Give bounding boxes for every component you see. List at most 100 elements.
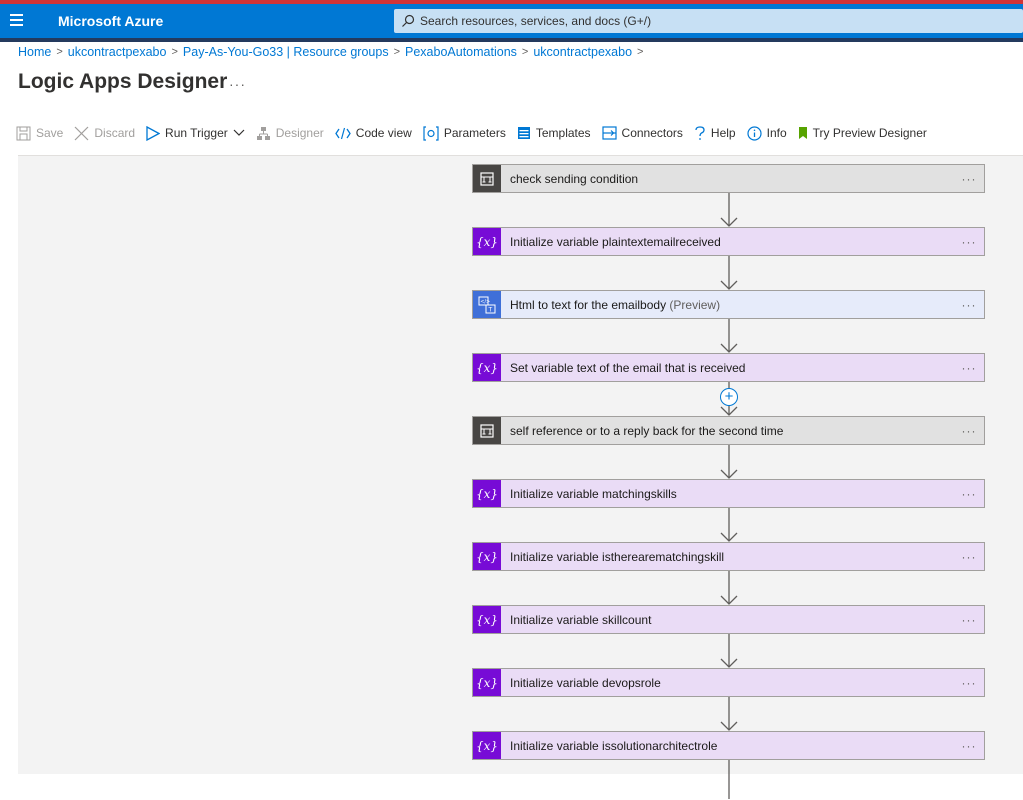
workflow-step[interactable]: {x} Initialize variable matchingskills ··· (472, 479, 985, 508)
step-label: check sending condition (510, 171, 639, 186)
connectors-icon (601, 126, 617, 140)
workflow-step[interactable]: </> T Html to text for the emailbody (Prev… (472, 290, 985, 319)
designer-label: Designer (275, 126, 324, 140)
step-label: Initialize variable skillcount (510, 612, 652, 627)
variable-icon: {x} (473, 543, 501, 570)
help-icon (695, 125, 705, 140)
step-label: self reference or to a reply back for th… (510, 423, 784, 438)
more-options-icon[interactable]: ··· (961, 297, 977, 312)
play-icon (146, 125, 161, 141)
hamburger-menu-icon[interactable] (10, 11, 30, 31)
info-button[interactable]: Info (747, 125, 787, 141)
chevron-down-icon (233, 129, 245, 136)
more-options-icon[interactable]: ··· (229, 76, 246, 92)
workflow-step[interactable]: self reference or to a reply back for th… (472, 416, 985, 445)
more-options-icon[interactable]: ··· (961, 486, 977, 501)
run-trigger-label: Run Trigger (165, 126, 228, 140)
svg-text:T: T (488, 306, 493, 313)
step-label: Initialize variable istherearematchingsk… (510, 549, 725, 564)
designer-toolbar: Save Discard Run Trigger Designer (16, 122, 938, 144)
more-options-icon[interactable]: ··· (961, 738, 977, 753)
designer-icon (256, 126, 270, 140)
search-input[interactable] (420, 12, 1000, 30)
more-options-icon[interactable]: ··· (961, 171, 977, 186)
code-icon (335, 127, 351, 139)
breadcrumb-logic-app[interactable]: ukcontractpexabo (533, 45, 633, 59)
help-button[interactable]: Help (694, 125, 736, 141)
templates-button[interactable]: Templates (517, 126, 591, 140)
preview-tag: (Preview) (666, 297, 721, 312)
breadcrumb-subscription-resource[interactable]: ukcontractpexabo (67, 45, 167, 59)
page-title: Logic Apps Designer (18, 70, 228, 93)
variable-icon: {x} (473, 606, 501, 633)
more-options-icon[interactable]: ··· (961, 675, 977, 690)
discard-label: Discard (94, 126, 136, 140)
variable-icon: {x} (473, 669, 501, 696)
info-icon (747, 125, 762, 141)
connector-arrow (728, 760, 730, 799)
svg-text:</>: </> (480, 299, 490, 305)
top-bar: Microsoft Azure (0, 0, 1023, 42)
search-icon (402, 14, 415, 27)
save-button[interactable]: Save (16, 126, 63, 141)
designer-button[interactable]: Designer (256, 126, 324, 141)
connector-arrow (720, 445, 738, 479)
close-icon (74, 126, 89, 140)
workflow-step[interactable]: {x} Initialize variable issolutionarchite… (472, 731, 985, 760)
condition-icon (473, 165, 501, 192)
breadcrumb-home[interactable]: Home (18, 45, 52, 59)
step-label: Initialize variable matchingskills (510, 486, 677, 501)
breadcrumb: Home > ukcontractpexabo > Pay-As-You-Go3… (18, 45, 648, 59)
more-options-icon[interactable]: ··· (961, 612, 977, 627)
bookmark-icon (798, 127, 807, 139)
designer-canvas[interactable]: check sending condition ··· {x} Initialize … (18, 155, 1023, 799)
connector-arrow (720, 634, 738, 668)
templates-icon (517, 127, 530, 139)
chevron-right-icon: > (393, 46, 401, 58)
help-label: Help (710, 126, 736, 140)
connector-arrow (720, 571, 738, 605)
connector-arrow (720, 319, 738, 353)
try-preview-designer-label: Try Preview Designer (812, 126, 927, 140)
save-icon (16, 126, 31, 140)
more-options-icon[interactable]: ··· (961, 423, 977, 438)
brand-title[interactable]: Microsoft Azure (58, 13, 164, 29)
workflow-step[interactable]: {x} Initialize variable plaintextemailrec… (472, 227, 985, 256)
more-options-icon[interactable]: ··· (961, 549, 977, 564)
variable-icon: {x} (473, 354, 501, 381)
breadcrumb-resource-groups[interactable]: Pay-As-You-Go33 | Resource groups (182, 45, 389, 59)
chevron-right-icon: > (521, 46, 529, 58)
info-label: Info (766, 126, 787, 140)
chevron-right-icon: > (171, 46, 178, 58)
more-options-icon[interactable]: ··· (961, 234, 977, 249)
parameters-button[interactable]: Parameters (423, 125, 506, 141)
workflow-step[interactable]: {x} Initialize variable skillcount ··· (472, 605, 985, 634)
workflow-step[interactable]: {x} Initialize variable devopsrole ··· (472, 668, 985, 697)
run-trigger-button[interactable]: Run Trigger (146, 125, 245, 141)
step-label: Initialize variable devopsrole (510, 675, 661, 690)
connector-arrow (720, 256, 738, 290)
step-label: Initialize variable plaintextemailreceiv… (510, 234, 721, 249)
breadcrumb-resource-group[interactable]: PexaboAutomations (405, 45, 517, 59)
parameters-icon (423, 125, 439, 141)
search-box[interactable] (394, 9, 1023, 33)
variable-icon: {x} (473, 228, 501, 255)
discard-button[interactable]: Discard (74, 126, 135, 141)
condition-icon (473, 417, 501, 444)
connectors-label: Connectors (621, 126, 683, 140)
connector-arrow (720, 193, 738, 227)
connector-arrow (720, 697, 738, 731)
html-to-text-icon: </> T (473, 291, 501, 318)
workflow-step[interactable]: check sending condition ··· (472, 164, 985, 193)
step-label: Set variable text of the email that is r… (510, 360, 746, 375)
connectors-button[interactable]: Connectors (601, 126, 683, 140)
workflow-step[interactable]: {x} Set variable text of the email that i… (472, 353, 985, 382)
code-view-label: Code view (355, 126, 412, 140)
more-options-icon[interactable]: ··· (961, 360, 977, 375)
connector-arrow (720, 508, 738, 542)
workflow-step[interactable]: {x} Initialize variable istherearematchin… (472, 542, 985, 571)
templates-label: Templates (535, 126, 591, 140)
add-step-button[interactable]: + (720, 388, 738, 406)
code-view-button[interactable]: Code view (335, 126, 412, 140)
try-preview-designer-button[interactable]: Try Preview Designer (798, 126, 927, 140)
